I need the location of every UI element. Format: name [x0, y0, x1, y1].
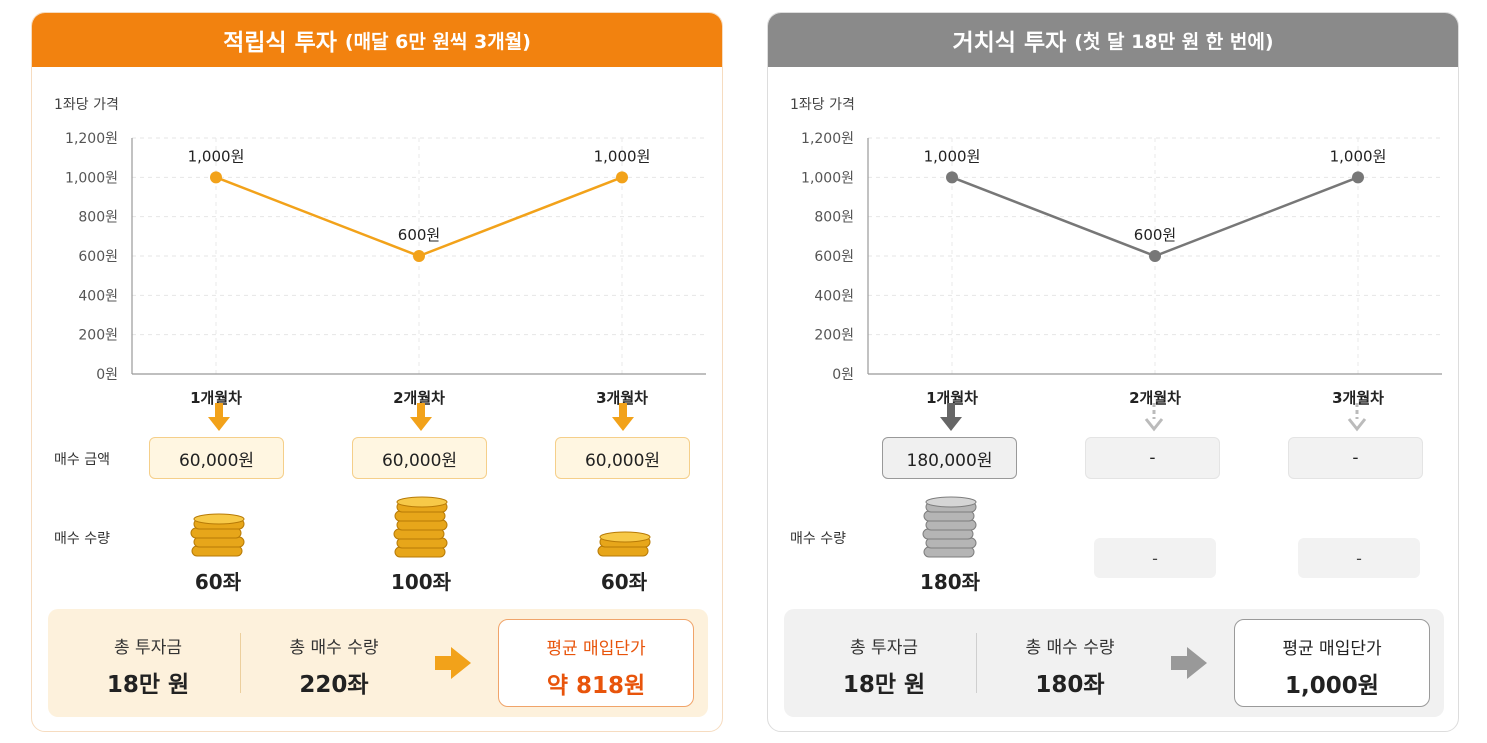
y-tick-label: 200원	[78, 328, 118, 344]
summary-total-invest: 총 투자금 18만 원	[58, 609, 238, 717]
summary-box: 총 투자금 18만 원 총 매수 수량 220좌 평균 매입단가 약 818원	[48, 609, 708, 717]
summary-total-quantity-value: 220좌	[299, 672, 369, 698]
down-arrow-icon	[410, 403, 432, 431]
summary-average-price-value: 약 818원	[546, 673, 646, 699]
y-tick-label: 1,000원	[65, 170, 118, 186]
row-label-quantity: 매수 수량	[54, 531, 110, 547]
y-axis-label: 1좌당 가격	[790, 97, 855, 113]
right-arrow-icon	[1171, 647, 1207, 679]
quantity-month-2: 100좌	[390, 570, 452, 594]
summary-total-quantity: 총 매수 수량 180좌	[980, 609, 1160, 717]
y-tick-label: 1,200원	[65, 131, 118, 147]
down-arrow-icon	[208, 403, 230, 431]
data-label: 600원	[1134, 226, 1176, 244]
summary-total-invest-label: 총 투자금	[114, 638, 182, 658]
y-tick-label: 0원	[832, 367, 854, 383]
data-point	[1352, 171, 1364, 184]
price-line-chart: 1좌당 가격 0원 200원 400원 600원 800원 1,000원 1,200원 1,00…	[790, 97, 1442, 407]
panel-dca: 적립식 투자 (매달 6만 원씩 3개월) 1좌당 가격 0원 200원 400원 60…	[31, 12, 723, 732]
summary-total-invest-value: 18만 원	[842, 672, 926, 698]
quantity-month-3: 60좌	[600, 570, 648, 594]
panel-title: 거치식 투자	[952, 30, 1067, 56]
amount-box-month-3: 60,000원	[555, 437, 690, 479]
data-point	[413, 250, 425, 262]
panel-subtitle: (매달 6만 원씩 3개월)	[344, 30, 531, 53]
summary-divider	[240, 633, 241, 693]
summary-total-quantity-label: 총 매수 수량	[1025, 638, 1115, 658]
data-point	[616, 171, 628, 184]
summary-total-quantity: 총 매수 수량 220좌	[244, 609, 424, 717]
row-label-amount: 매수 금액	[54, 452, 110, 468]
summary-average-price: 평균 매입단가 1,000원	[1234, 619, 1430, 707]
y-tick-label: 200원	[814, 328, 854, 344]
y-tick-label: 0원	[96, 367, 118, 383]
coin-stack-icon	[594, 526, 654, 562]
quantity-month-1: 60좌	[194, 570, 242, 594]
y-tick-label: 400원	[814, 288, 854, 304]
y-tick-label: 800원	[814, 210, 854, 226]
down-arrow-icon	[612, 403, 634, 431]
coin-stack-icon	[391, 496, 451, 562]
panel-header: 거치식 투자 (첫 달 18만 원 한 번에)	[768, 13, 1458, 67]
summary-average-price-label: 평균 매입단가	[546, 639, 646, 659]
right-arrow-icon	[435, 647, 471, 679]
x-tick-label: 1개월차	[926, 389, 978, 407]
amount-box-month-2: 60,000원	[352, 437, 487, 479]
data-label: 1,000원	[188, 147, 245, 165]
y-tick-label: 600원	[78, 249, 118, 265]
data-label: 1,000원	[594, 147, 651, 165]
summary-total-invest-value: 18만 원	[106, 672, 190, 698]
y-tick-label: 1,000원	[801, 170, 854, 186]
summary-total-quantity-value: 180좌	[1035, 672, 1105, 698]
x-tick-label: 3개월차	[1332, 389, 1384, 407]
summary-total-quantity-label: 총 매수 수량	[289, 638, 379, 658]
data-point	[210, 171, 222, 184]
summary-average-price-label: 평균 매입단가	[1282, 639, 1382, 659]
coin-stack-icon	[188, 510, 248, 562]
dashed-down-arrow-icon	[1347, 403, 1367, 432]
amount-box-month-3: -	[1288, 437, 1423, 479]
quantity-month-3: -	[1298, 538, 1420, 578]
panel-header: 적립식 투자 (매달 6만 원씩 3개월)	[32, 13, 722, 67]
panel-title: 적립식 투자	[223, 30, 337, 56]
data-label: 1,000원	[1330, 147, 1387, 165]
y-tick-label: 800원	[78, 210, 118, 226]
data-point	[1149, 250, 1161, 262]
x-tick-label: 1개월차	[190, 389, 242, 407]
summary-total-invest-label: 총 투자금	[850, 638, 918, 658]
amount-box-month-1: 60,000원	[149, 437, 284, 479]
coin-stack-icon	[920, 496, 980, 562]
summary-average-price: 평균 매입단가 약 818원	[498, 619, 694, 707]
y-tick-label: 1,200원	[801, 131, 854, 147]
price-line-chart: 1좌당 가격 0원 200원 400원 600원 800원 1,000원 1,200원 1,00…	[54, 97, 706, 407]
x-tick-label: 2개월차	[393, 389, 445, 407]
panel-subtitle: (첫 달 18만 원 한 번에)	[1074, 30, 1274, 53]
summary-divider	[976, 633, 977, 693]
amount-box-month-2: -	[1085, 437, 1220, 479]
summary-total-invest: 총 투자금 18만 원	[794, 609, 974, 717]
x-tick-label: 3개월차	[596, 389, 648, 407]
amount-box-month-1: 180,000원	[882, 437, 1017, 479]
row-label-quantity: 매수 수량	[790, 531, 846, 547]
data-label: 1,000원	[924, 147, 981, 165]
summary-box: 총 투자금 18만 원 총 매수 수량 180좌 평균 매입단가 1,000원	[784, 609, 1444, 717]
dashed-down-arrow-icon	[1144, 403, 1164, 432]
quantity-month-2: -	[1094, 538, 1216, 578]
down-arrow-icon	[940, 403, 962, 431]
y-axis-label: 1좌당 가격	[54, 97, 119, 113]
panel-lump-sum: 거치식 투자 (첫 달 18만 원 한 번에) 1좌당 가격 0원 200원 400원…	[767, 12, 1459, 732]
data-label: 600원	[398, 226, 440, 244]
summary-average-price-value: 1,000원	[1285, 673, 1379, 699]
data-point	[946, 171, 958, 184]
x-tick-label: 2개월차	[1129, 389, 1181, 407]
quantity-month-1: 180좌	[919, 570, 981, 594]
y-tick-label: 400원	[78, 288, 118, 304]
y-tick-label: 600원	[814, 249, 854, 265]
